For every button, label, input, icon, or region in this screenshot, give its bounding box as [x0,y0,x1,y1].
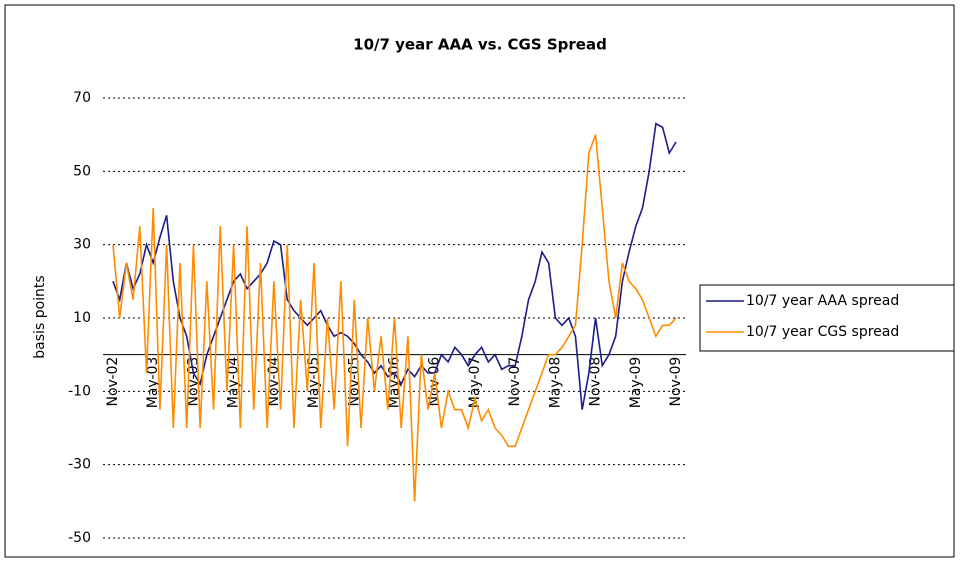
x-tick-label: Nov-02 [105,357,121,407]
x-tick-label: May-07 [467,357,483,409]
y-tick-label: 70 [73,90,91,106]
y-tick-label: 30 [73,237,91,253]
y-tick-label: -50 [68,530,91,546]
chart-frame [4,4,955,558]
y-tick-label: -10 [68,383,91,399]
legend-label: 10/7 year CGS spread [746,324,899,340]
y-tick-label: -30 [68,457,91,473]
y-axis-label: basis points [32,275,48,358]
legend [699,284,955,352]
x-tick-label: Nov-06 [427,357,443,407]
x-tick-label: May-03 [145,357,161,409]
x-tick-label: Nov-07 [507,357,523,407]
series-line [112,134,677,502]
chart-title: 10/7 year AAA vs. CGS Spread [353,36,607,54]
series-line [112,122,677,410]
y-tick-label: 10 [73,310,91,326]
x-tick-label: Nov-09 [668,357,684,407]
x-tick-label: Nov-08 [588,357,604,407]
x-tick-label: May-08 [547,357,563,409]
legend-label: 10/7 year AAA spread [746,293,899,309]
x-tick-label: May-09 [628,357,644,409]
y-tick-label: 50 [73,163,91,179]
